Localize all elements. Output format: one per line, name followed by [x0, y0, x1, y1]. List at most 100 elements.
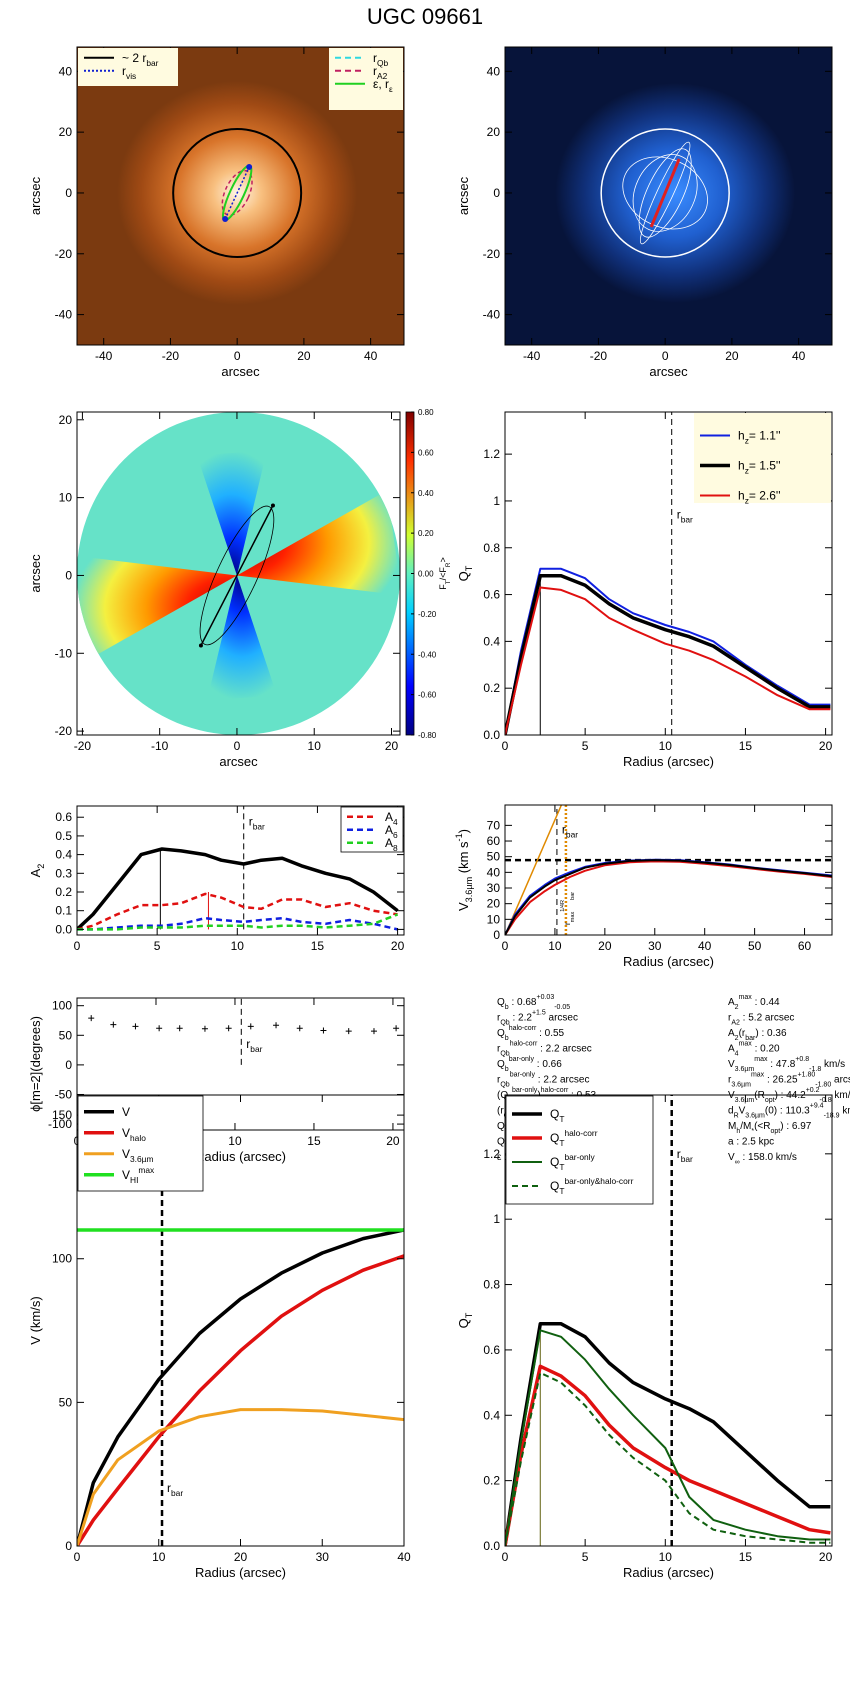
data-point — [110, 1021, 117, 1028]
parameter-line-part: km/s — [832, 1090, 850, 1101]
y-tick-label: -100 — [48, 1117, 72, 1131]
legend-label: A6 — [385, 823, 398, 840]
y-tick-label: 10 — [487, 912, 501, 926]
parameter-line-part: bar — [745, 1035, 756, 1042]
colorbar-label: 0.00 — [418, 570, 434, 579]
parameter-line-part: opt — [765, 1097, 775, 1104]
legend-label-part: 6 — [393, 830, 398, 840]
y-tick-label: -10 — [55, 646, 73, 660]
plot-frame — [76, 805, 405, 936]
legend-label: VHImax — [122, 1165, 155, 1185]
vline-label-part: bar — [566, 830, 578, 840]
series-line — [77, 1254, 404, 1546]
parameter-line-part: 3.6µm — [745, 1113, 765, 1120]
parameter-line-part: V — [728, 1152, 735, 1163]
parameter-line-part: +9.4 — [810, 1103, 824, 1110]
parameter-line-part: A2 — [731, 1020, 740, 1027]
y-axis-label: ϕ[m=2](degrees) — [28, 1016, 43, 1112]
plot-frame — [504, 46, 833, 346]
legend-label-part: halo-corr — [564, 1128, 597, 1138]
x-tick-label: 30 — [316, 1550, 330, 1564]
legend-label: QT — [550, 1107, 564, 1124]
parameter-line-part: : 0.66 — [534, 1059, 562, 1070]
map-wedge — [236, 490, 400, 596]
y-tick-label: 40 — [487, 865, 501, 879]
parameter-line-part: : 26.25 — [764, 1075, 798, 1086]
parameter-line-part: Q — [497, 1137, 505, 1148]
legend-label-part: T — [559, 1138, 564, 1148]
vline-label: rbar — [677, 1147, 693, 1164]
parameter-line-part: (0) : 110.3 — [765, 1106, 810, 1117]
x-tick-label: -20 — [590, 349, 608, 363]
y-tick-label: 0.2 — [55, 885, 72, 899]
plot-area — [505, 1095, 831, 1546]
parameter-line-part: Qb — [500, 1051, 509, 1058]
data-point — [132, 1023, 139, 1030]
x-tick-label: 0 — [234, 739, 241, 753]
plot-frame — [76, 46, 405, 346]
panel: -0.80 -0.60 -0.40 -0.20 0.00 0.20 0.40 0.60 0.80… — [28, 408, 452, 769]
series-line — [505, 860, 832, 935]
y-tick-label: 0.2 — [483, 1474, 500, 1488]
legend-label: hz= 1.1'' — [738, 429, 780, 446]
dot — [198, 643, 203, 648]
y-tick-label: 20 — [59, 413, 73, 427]
y-axis-label-part: Q — [456, 571, 471, 581]
x-tick-label: 15 — [739, 739, 753, 753]
parameter-line-part: h — [736, 1128, 740, 1135]
legend-label: hz= 2.6'' — [738, 489, 780, 506]
y-tick-label: 0.0 — [55, 922, 72, 936]
dot — [222, 215, 229, 222]
data-point — [176, 1025, 183, 1032]
parameter-line-part: bar-only — [510, 1072, 536, 1079]
plot-frame — [76, 411, 401, 736]
x-tick-label: 0 — [234, 349, 241, 363]
x-tick-label: 40 — [698, 939, 712, 953]
parameter-line: r3.6µmmax : 26.25+1.80 -1.80 arcsec — [728, 1072, 850, 1089]
y-tick-label: 20 — [487, 897, 501, 911]
y-axis-label-part: A — [28, 868, 43, 877]
y-tick-label: 0.5 — [55, 829, 72, 843]
y-tick-label: 0 — [65, 1539, 72, 1553]
plot-frame — [504, 1094, 833, 1547]
legend-label-part: bar — [146, 58, 158, 68]
map-wedge — [196, 450, 267, 576]
colorbar-label: -0.40 — [418, 650, 437, 659]
y-tick-label: 10 — [59, 491, 73, 505]
vline-label-part: bar — [570, 892, 576, 900]
bar-axis — [649, 158, 681, 228]
legend-label-part: 4 — [393, 817, 398, 827]
parameter-line-part: +0.2 — [806, 1087, 820, 1094]
x-tick-label: 20 — [385, 739, 399, 753]
parameter-line-part: (Q — [497, 1090, 508, 1101]
x-tick-label: -20 — [74, 739, 92, 753]
y-tick-label: 1 — [493, 1212, 500, 1226]
x-tick-label: 40 — [792, 349, 806, 363]
parameter-line-part: 2 — [735, 1035, 739, 1042]
parameter-line-part: ) : 6.97 — [780, 1121, 812, 1132]
x-tick-label: 60 — [798, 939, 812, 953]
plot-area — [505, 412, 831, 735]
parameter-line-part: r — [497, 1075, 501, 1086]
x-tick-label: 10 — [659, 1550, 673, 1564]
legend-label-part: T — [559, 1114, 564, 1124]
parameter-line-part: (r — [497, 1106, 504, 1117]
colorbar-label: -0.60 — [418, 691, 437, 700]
x-tick-label: 0 — [74, 1550, 81, 1564]
parameter-line-part: +0.03 — [537, 994, 555, 1001]
y-tick-label: 0.6 — [55, 810, 72, 824]
x-tick-label: 40 — [364, 349, 378, 363]
parameter-line: Qb : 0.68+0.03 -0.05 — [497, 994, 570, 1011]
plot-area — [77, 1129, 404, 1546]
series-line — [505, 1322, 831, 1546]
panel: -40 -20 0 20 40 -40 -20 0 20 40 arcsec arcsec ~ 2 rb… — [28, 46, 405, 379]
x-tick-label: 0 — [502, 1550, 509, 1564]
y-axis-label: A2 — [28, 864, 46, 878]
bar-ellipse — [199, 505, 275, 646]
parameter-line-part: M — [728, 1121, 736, 1132]
parameter-line-part: r — [497, 1044, 501, 1055]
legend-label-part: T — [559, 1186, 564, 1196]
dot — [246, 163, 253, 170]
parameter-line-part: Q — [497, 1028, 505, 1039]
legend-label: A8 — [385, 836, 398, 853]
